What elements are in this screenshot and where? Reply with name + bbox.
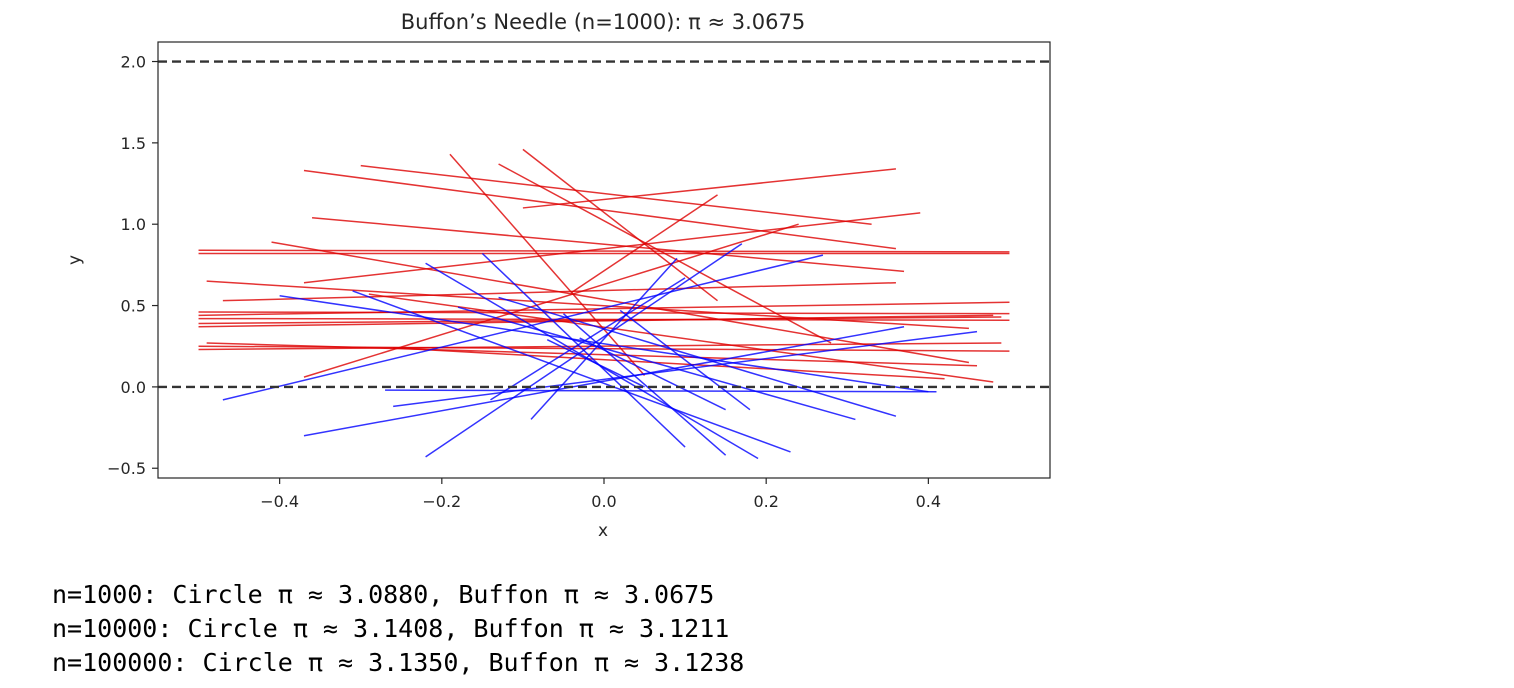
needle-crossing: [222, 254, 824, 401]
needle-non-crossing: [198, 311, 1010, 315]
needle-crossing: [352, 290, 791, 453]
needle-non-crossing: [198, 301, 1010, 317]
needle-non-crossing: [198, 317, 1010, 321]
output-line: n=10000: Circle π ≈ 3.1408, Buffon π ≈ 3…: [52, 614, 730, 643]
needle-non-crossing: [571, 194, 718, 294]
needle-crossing: [490, 277, 686, 401]
needles-layer: [198, 148, 1010, 460]
y-tick-label: 0.0: [121, 378, 146, 397]
output-line: n=100000: Circle π ≈ 3.1350, Buffon π ≈ …: [52, 648, 745, 677]
needle-non-crossing: [522, 148, 718, 302]
needle-non-crossing: [368, 293, 994, 383]
y-axis-label: y: [65, 255, 85, 265]
needle-crossing: [579, 337, 726, 411]
console-output: n=1000: Circle π ≈ 3.0880, Buffon π ≈ 3.…: [52, 578, 744, 680]
needle-non-crossing: [449, 153, 646, 377]
y-axis-ticks: −0.5 0.0 0.5 1.0 1.5 2.0: [107, 53, 158, 478]
needle-crossing: [385, 389, 937, 393]
needle-non-crossing: [303, 223, 799, 378]
needle-non-crossing: [360, 164, 872, 225]
reference-lines: [158, 60, 1050, 389]
x-tick-label: 0.2: [753, 492, 778, 511]
y-tick-label: 0.5: [121, 297, 146, 316]
needle-non-crossing: [312, 216, 905, 273]
x-axis-ticks: −0.4 −0.2 0.0 0.2 0.4: [260, 478, 941, 511]
x-tick-label: −0.2: [422, 492, 461, 511]
plot-frame: [157, 41, 1051, 479]
needle-non-crossing: [393, 347, 945, 380]
buffon-needle-chart: Buffon’s Needle (n=1000): π ≈ 3.0675 −0.…: [65, 10, 1051, 541]
needle-non-crossing: [303, 212, 921, 284]
needle-crossing: [425, 243, 743, 458]
y-tick-label: 1.5: [121, 134, 146, 153]
needle-non-crossing: [198, 316, 1002, 325]
y-tick-label: −0.5: [107, 459, 146, 478]
needle-non-crossing: [198, 249, 1010, 253]
needle-non-crossing: [522, 168, 897, 209]
y-tick-label: 1.0: [121, 215, 146, 234]
needle-non-crossing: [271, 241, 970, 364]
chart-title: Buffon’s Needle (n=1000): π ≈ 3.0675: [401, 10, 806, 34]
x-tick-label: 0.4: [916, 492, 941, 511]
x-tick-label: −0.4: [260, 492, 299, 511]
needle-crossing: [457, 306, 856, 421]
needle-crossing: [303, 325, 905, 437]
needle-crossing: [530, 257, 678, 420]
output-line: n=1000: Circle π ≈ 3.0880, Buffon π ≈ 3.…: [52, 580, 715, 609]
y-tick-label: 2.0: [121, 53, 146, 72]
needle-crossing: [393, 330, 978, 408]
needle-crossing: [498, 296, 897, 417]
x-axis-label: x: [598, 521, 608, 541]
needle-non-crossing: [206, 280, 969, 330]
needle-crossing: [279, 295, 929, 393]
needle-non-crossing: [498, 163, 832, 344]
needle-crossing: [546, 339, 645, 388]
needle-crossing: [619, 309, 751, 411]
x-tick-label: 0.0: [591, 492, 616, 511]
